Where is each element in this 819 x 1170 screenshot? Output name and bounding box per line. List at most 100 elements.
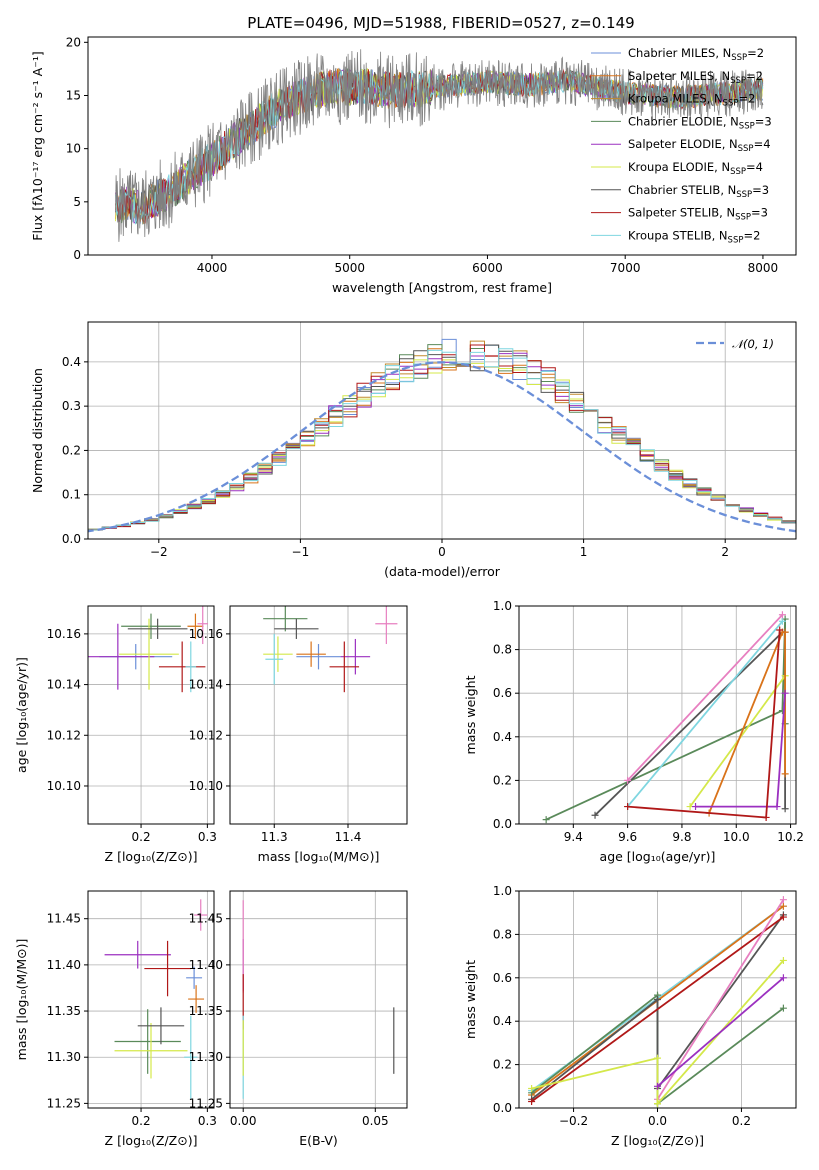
chart-panel-age_vs_mass: 11.3 11.4 10.10 10.12 10.14 10.16 mass [log₁₀(… [189,605,408,864]
y-tick-label: 0.0 [493,817,512,831]
x-axis-label: Z [log₁₀(Z/Z⊙)] [611,1133,704,1148]
error-bar-point [119,618,179,690]
legend-subscript: SSP [723,99,739,109]
legend-label: Kroupa MILES, N [628,92,723,106]
legend-label: Chabrier STELIB, N [628,183,736,197]
axes-frame [229,890,408,1109]
y-tick-label: 0.2 [493,1058,512,1072]
y-tick-label: 11.25 [47,1096,81,1110]
figure-title: PLATE=0496, MJD=51988, FIBERID=0527, z=0… [247,14,634,32]
y-tick-label: 0.2 [62,443,81,457]
weight-series-marker [778,617,786,625]
x-axis-label: Z [log₁₀(Z/Z⊙)] [105,1133,198,1148]
weight-series-marker [779,1004,787,1012]
x-axis-label: E(B-V) [299,1133,338,1148]
weight-series-marker [779,974,787,982]
y-axis-label: mass [log₁₀(M/M⊙)] [14,939,29,1061]
weight-series-marker [781,628,789,636]
legend-label: Salpeter MILES, N [628,69,730,83]
plot-area [263,606,398,693]
y-tick-label: 11.35 [189,1004,223,1018]
weight-series-marker [654,996,661,1003]
legend-tail: =2 [747,46,764,60]
y-tick-label: 0.4 [62,355,81,369]
error-bar-point [104,940,171,969]
x-axis-label: mass [log₁₀(M/M⊙)] [258,849,380,864]
legend-tail: =3 [755,114,772,128]
y-tick-label: 10.16 [47,627,81,641]
x-tick-label: 7000 [610,261,641,275]
legend-label: Kroupa ELODIE, N [628,160,730,174]
legend-tail: =2 [746,69,763,83]
weight-series-marker [762,813,770,821]
legend-tail: =4 [754,137,771,151]
weight-series-marker [778,611,786,619]
plot-area [104,899,208,1099]
error-bar-point [274,618,319,639]
plot-area [88,338,796,533]
x-tick-label: 0 [438,545,446,559]
weight-series-marker [776,626,784,634]
y-tick-label: 11.25 [189,1096,223,1110]
gaussian-reference-curve [88,361,796,533]
weight-series-marker [542,816,550,824]
plot-area [242,900,395,1099]
legend-label: Chabrier MILES, N [628,46,731,60]
weight-series-line [626,620,784,808]
residual-histogram-step [88,348,796,532]
plot-area [542,611,789,824]
legend-entry: Salpeter MILES, NSSP=2 [628,69,763,86]
legend-entry: Kroupa STELIB, NSSP=2 [628,228,760,245]
x-tick-label: 0.0 [648,1114,667,1128]
x-axis-label: Z [log₁₀(Z/Z⊙)] [105,849,198,864]
legend-label: Salpeter ELODIE, N [628,137,738,151]
y-tick-label: 11.35 [47,1004,81,1018]
y-tick-label: 11.45 [47,912,81,926]
y-axis-label: mass weight [463,960,478,1039]
weight-series-marker [654,1082,661,1090]
error-bar-point [185,641,197,693]
weight-series-marker [773,803,781,811]
weight-series-marker [528,1097,536,1105]
axes-frame [229,605,408,825]
y-tick-label: 0.0 [493,1101,512,1115]
x-tick-label: 0.2 [732,1114,751,1128]
x-tick-label: 10.2 [777,830,804,844]
y-tick-label: 1.0 [493,599,512,613]
error-bar-point [114,1009,181,1074]
x-tick-label: −2 [150,545,168,559]
x-tick-label: 0.2 [132,1114,151,1128]
x-tick-label: 5000 [334,261,365,275]
legend-entry: Chabrier STELIB, NSSP=3 [628,183,769,200]
axes-frame [87,605,215,825]
chart-panel-mass_vs_EBV: 0.00 0.05 11.25 11.30 11.35 11.40 11.45 E(B-V) [189,890,408,1148]
x-tick-label: 2 [721,545,729,559]
error-bar-point [194,899,208,931]
x-tick-label: 0.3 [198,1114,217,1128]
x-tick-label: 9.4 [564,830,583,844]
chart-panel-spectrum: 4000 5000 6000 7000 8000 0 5 10 15 20 wavelength [… [30,35,797,295]
x-tick-label: −1 [292,545,310,559]
error-bar-point [121,613,181,639]
x-axis-label: wavelength [Angstrom, rest frame] [332,280,552,295]
y-tick-label: 0.1 [62,488,81,502]
y-tick-label: 0.3 [62,399,81,413]
legend-tail: =2 [738,92,755,106]
error-bar-point [184,1015,198,1099]
x-tick-label: 0.2 [132,830,151,844]
x-tick-label: 11.3 [261,830,288,844]
error-bar-point [144,940,191,997]
x-tick-label: 1 [580,545,588,559]
legend-entry: Salpeter STELIB, NSSP=3 [628,206,768,223]
legend-tail: =3 [751,206,768,220]
error-bar-point [263,636,293,672]
error-bar-point [263,606,308,632]
weight-series-marker [654,1054,661,1062]
x-tick-label: 0.3 [198,830,217,844]
model-spectrum-line [115,67,764,225]
x-axis-label: age [log₁₀(age/yr)] [600,849,716,864]
y-tick-label: 0.4 [493,1014,512,1028]
error-bar-point [88,623,155,690]
x-tick-label: 10.0 [723,830,750,844]
